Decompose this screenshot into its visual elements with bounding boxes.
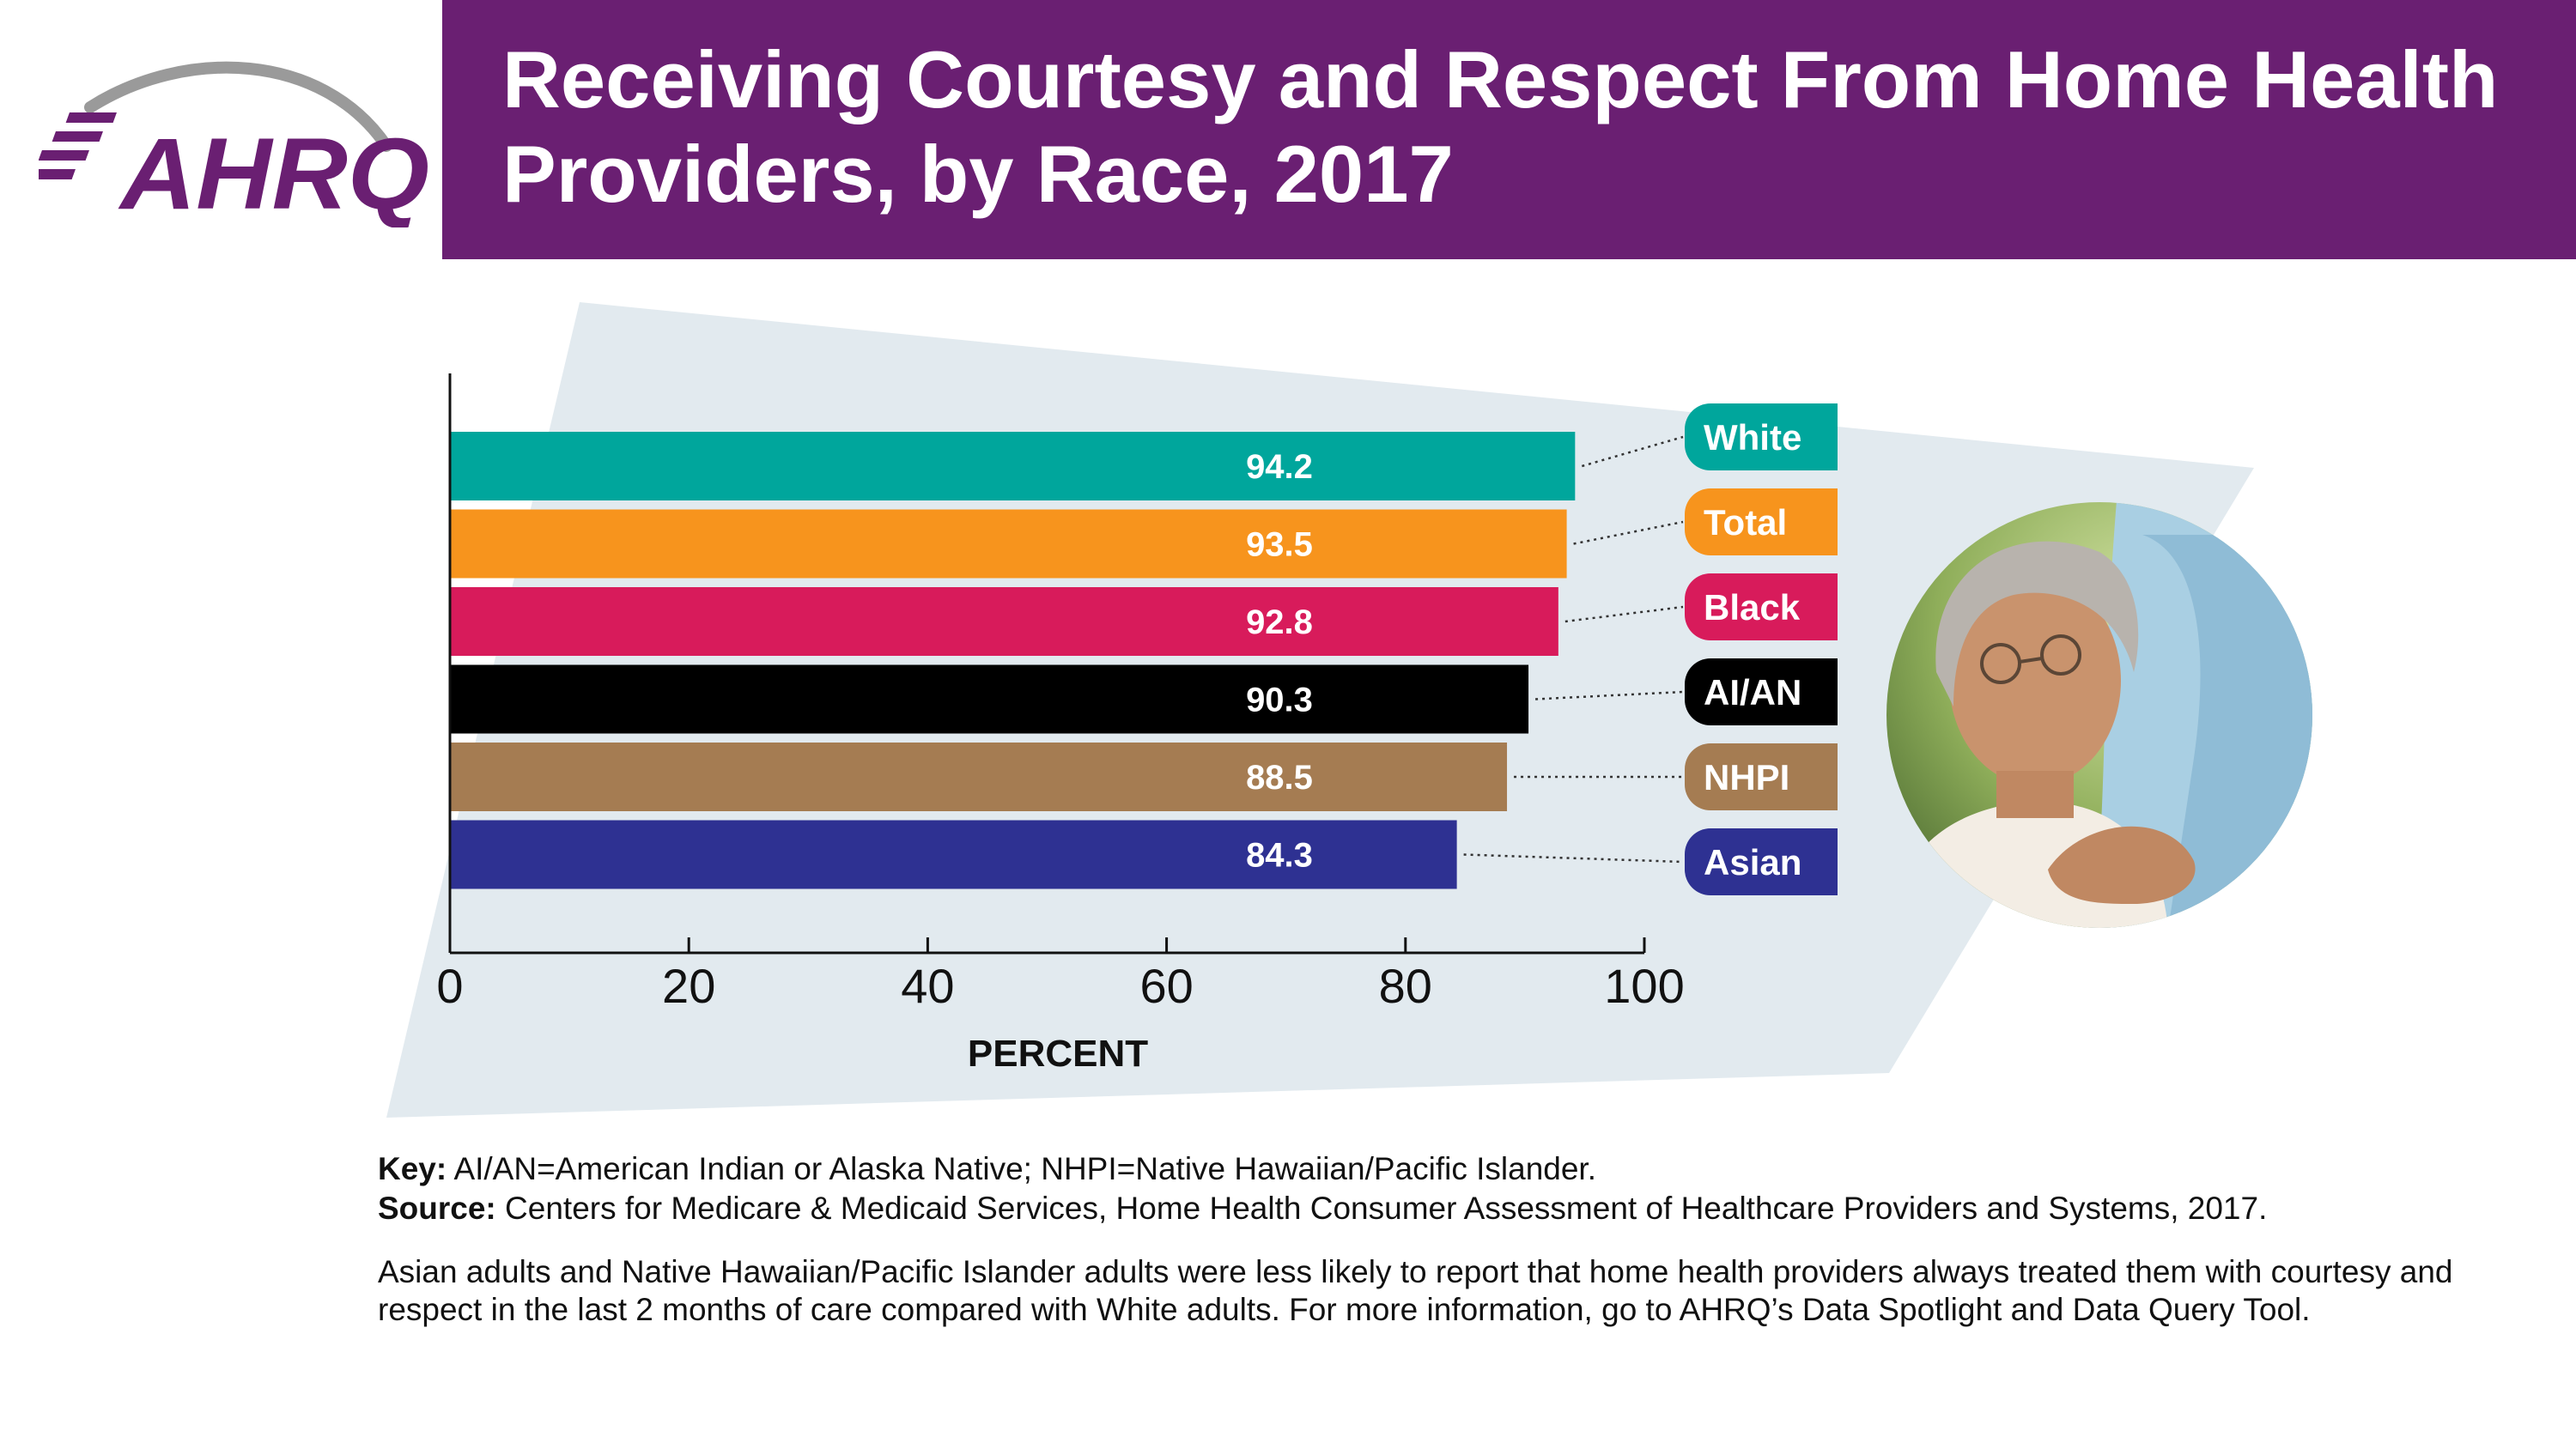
data-label-white: 94.2 — [1246, 448, 1313, 486]
bar-nhpi — [450, 743, 1508, 811]
x-tick-label: 60 — [1139, 959, 1193, 1013]
description-note: Asian adults and Native Hawaiian/Pacific… — [378, 1254, 2453, 1327]
legend-label-aian: AI/AN — [1704, 672, 1801, 712]
key-label: Key: — [378, 1151, 447, 1186]
leader-line-asian — [1463, 853, 1684, 864]
x-axis-label: PERCENT — [968, 1033, 1148, 1075]
legend-pill-aian — [1685, 658, 1838, 725]
logo-arc-icon — [84, 61, 392, 152]
key-text: AI/AN=American Indian or Alaska Native; … — [447, 1151, 1596, 1186]
legend-label-asian: Asian — [1704, 842, 1801, 882]
leader-line-aian — [1535, 690, 1684, 700]
key-note: Key: AI/AN=American Indian or Alaska Nat… — [378, 1150, 2490, 1188]
leader-line-black — [1564, 605, 1684, 623]
page-title: Receiving Courtesy and Respect From Home… — [502, 34, 2499, 219]
caregiver-photo — [1886, 502, 2312, 928]
data-label-asian: 84.3 — [1246, 837, 1313, 875]
x-tick-label: 100 — [1604, 959, 1684, 1013]
leader-line-white — [1581, 435, 1684, 468]
x-axis: 0 20 40 60 80 100 — [436, 373, 1685, 1013]
ahrq-logo: AHRQ — [39, 61, 429, 227]
x-tick-label: 20 — [662, 959, 715, 1013]
source-text: Centers for Medicare & Medicaid Services… — [495, 1191, 2268, 1226]
bar-white — [450, 432, 1576, 500]
legend-pill-total — [1685, 488, 1838, 555]
legend-pill-asian — [1685, 828, 1838, 895]
leader-line-total — [1573, 520, 1684, 545]
bar-total — [450, 509, 1567, 579]
x-tick-label: 0 — [436, 959, 463, 1013]
bar-aian — [450, 664, 1529, 734]
legend-label-black: Black — [1704, 587, 1801, 627]
data-label-total: 93.5 — [1246, 526, 1313, 564]
bar-asian — [450, 820, 1457, 889]
legend-label-nhpi: NHPI — [1704, 757, 1789, 797]
header-band — [442, 0, 2576, 259]
legend-pill-black — [1685, 573, 1838, 640]
x-tick-label: 40 — [901, 959, 954, 1013]
legend-pill-nhpi — [1685, 743, 1838, 810]
logo-text: AHRQ — [118, 118, 429, 227]
bar-black — [450, 587, 1558, 656]
data-label-nhpi: 88.5 — [1246, 759, 1313, 797]
source-label: Source: — [378, 1191, 496, 1226]
legend-labels-layer: White Total Black AI/AN NHPI Asian — [1463, 403, 1838, 895]
data-label-black: 92.8 — [1246, 603, 1313, 641]
source-note: Source: Centers for Medicare & Medicaid … — [378, 1190, 2490, 1228]
legend-label-white: White — [1704, 417, 1801, 458]
logo-speed-lines-icon — [39, 112, 117, 179]
bars-layer: 94.2 93.5 92.8 90.3 88.5 84.3 — [450, 432, 1576, 889]
data-label-aian: 90.3 — [1246, 682, 1313, 719]
legend-label-total: Total — [1704, 502, 1787, 543]
x-tick-label: 80 — [1379, 959, 1432, 1013]
legend-pill-white — [1685, 403, 1838, 470]
